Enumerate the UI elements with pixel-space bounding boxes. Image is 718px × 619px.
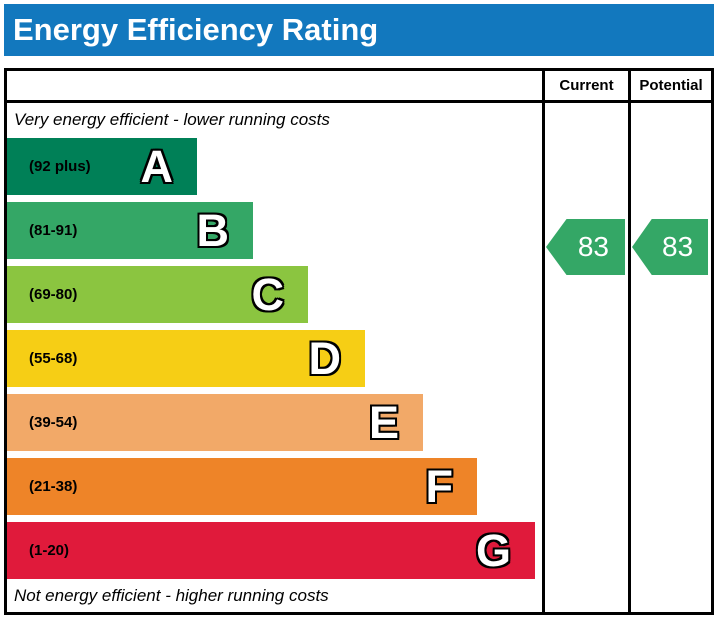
header-spacer-cell xyxy=(7,71,542,103)
band-c-range-label: (69-80) xyxy=(29,286,78,303)
page-title-bar: Energy Efficiency Rating xyxy=(4,4,714,56)
band-a-range-label: (92 plus) xyxy=(29,158,91,175)
band-b-range-label: (81-91) xyxy=(29,222,78,239)
page-title: Energy Efficiency Rating xyxy=(13,12,379,47)
band-b-letter: B xyxy=(196,205,230,256)
rating-bands-area: Very energy efficient - lower running co… xyxy=(7,103,542,612)
band-f-letter: F xyxy=(425,461,454,512)
potential-rating-cell: 83 xyxy=(628,103,711,612)
band-c: (69-80) C xyxy=(7,266,308,323)
band-a-letter: A xyxy=(140,141,174,192)
band-e-letter: E xyxy=(368,397,399,448)
current-rating-cell: 83 xyxy=(542,103,628,612)
band-e-range-label: (39-54) xyxy=(29,414,78,431)
rating-bands: (92 plus) A (81-91) B (69-80) C (55-68) … xyxy=(7,138,542,579)
band-g-range-label: (1-20) xyxy=(29,542,70,559)
bottom-caption: Not energy efficient - higher running co… xyxy=(14,586,329,605)
band-g-letter: G xyxy=(475,525,511,576)
epc-rating-table: Current Potential Very energy efficient … xyxy=(4,68,714,615)
band-d: (55-68) D xyxy=(7,330,365,387)
current-rating-value: 83 xyxy=(577,231,609,262)
band-f-range-label: (21-38) xyxy=(29,478,78,495)
band-b: (81-91) B xyxy=(7,202,253,259)
band-f: (21-38) F xyxy=(7,458,477,515)
band-d-range-label: (55-68) xyxy=(29,350,78,367)
potential-rating-arrow: 83 xyxy=(632,219,708,275)
band-d-letter: D xyxy=(308,333,342,384)
current-rating-arrow: 83 xyxy=(546,219,625,275)
current-column-header: Current xyxy=(542,71,628,103)
potential-rating-value: 83 xyxy=(662,231,694,262)
band-e: (39-54) E xyxy=(7,394,423,451)
top-caption: Very energy efficient - lower running co… xyxy=(14,110,330,129)
band-g: (1-20) G xyxy=(7,522,535,579)
band-c-letter: C xyxy=(251,269,285,320)
potential-column-header: Potential xyxy=(628,71,711,103)
band-a: (92 plus) A xyxy=(7,138,197,195)
